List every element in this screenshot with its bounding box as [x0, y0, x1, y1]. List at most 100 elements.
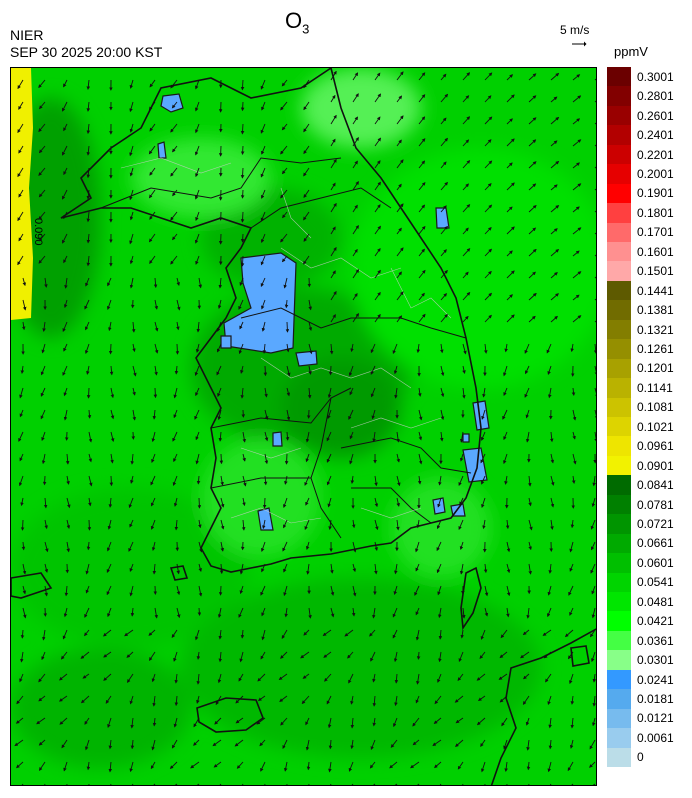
wind-arrow-icon — [283, 277, 288, 289]
wind-arrow-icon — [260, 255, 266, 266]
wind-arrow-icon — [308, 321, 313, 331]
legend-labels: 0.3001 0.2801 0.2601 0.2401 0.2201 0.2001 0.19… — [637, 67, 692, 779]
wind-arrow-icon — [154, 607, 159, 619]
wind-arrow-icon — [418, 313, 426, 323]
wind-arrow-icon — [506, 138, 515, 147]
wind-arrow-icon — [484, 160, 493, 169]
wind-arrow-icon — [240, 365, 244, 374]
legend-swatch — [607, 67, 631, 87]
wind-arrow-icon — [434, 761, 442, 769]
wind-arrow-icon — [396, 291, 404, 301]
wind-arrow-icon — [348, 365, 354, 377]
wind-arrow-icon — [330, 563, 334, 574]
wind-arrow-icon — [352, 541, 357, 553]
wind-arrow-icon — [171, 629, 178, 638]
wind-arrow-icon — [85, 563, 90, 575]
wind-arrow-icon — [41, 343, 46, 354]
wind-arrow-icon — [84, 717, 90, 725]
wind-arrow-icon — [19, 453, 24, 462]
wind-arrow-icon — [374, 93, 382, 103]
wind-arrow-icon — [218, 277, 223, 289]
wind-arrow-icon — [416, 343, 421, 354]
wind-vectors — [14, 70, 596, 785]
wind-arrow-icon — [484, 116, 493, 125]
wind-arrow-icon — [195, 629, 200, 641]
wind-arrow-icon — [328, 739, 333, 750]
wind-arrow-icon — [418, 116, 426, 125]
wind-arrow-icon — [154, 299, 159, 310]
wind-arrow-icon — [85, 585, 90, 594]
wind-arrow-icon — [528, 183, 537, 191]
wind-arrow-icon — [352, 563, 357, 573]
wind-arrow-icon — [215, 695, 222, 706]
wind-arrow-icon — [240, 629, 245, 639]
legend-swatch — [607, 183, 631, 204]
wind-arrow-icon — [198, 541, 203, 553]
wind-arrow-icon — [280, 189, 288, 199]
wind-arrow-icon — [220, 475, 224, 486]
legend-label: 0.0361 — [637, 633, 674, 648]
wind-arrow-icon — [528, 519, 533, 531]
legend-label: 0.0841 — [637, 478, 674, 493]
wind-arrow-icon — [481, 761, 486, 773]
wind-arrow-icon — [283, 563, 288, 573]
wind-arrow-icon — [194, 365, 200, 376]
wind-arrow-icon — [550, 249, 560, 257]
wind-arrow-icon — [129, 761, 134, 773]
wind-arrow-icon — [396, 431, 400, 443]
wind-arrow-icon — [396, 453, 401, 463]
wind-arrow-icon — [460, 629, 464, 639]
wind-arrow-icon — [524, 387, 530, 398]
wind-arrow-icon — [305, 541, 310, 550]
wind-arrow-icon — [38, 211, 46, 220]
wind-arrow-icon — [282, 497, 288, 509]
legend-swatch — [607, 553, 631, 574]
wind-arrow-icon — [38, 167, 46, 176]
wind-arrow-icon — [261, 629, 266, 641]
wind-arrow-icon — [264, 409, 269, 420]
wind-arrow-icon — [239, 585, 244, 595]
wind-arrow-icon — [393, 651, 398, 663]
wind-arrow-icon — [62, 233, 68, 244]
wind-arrow-icon — [195, 167, 200, 178]
legend-label: 0.0721 — [637, 516, 674, 531]
wind-arrow-icon — [433, 717, 442, 724]
wind-arrow-icon — [303, 145, 310, 155]
wind-arrow-icon — [499, 651, 508, 659]
legend-swatch — [607, 105, 631, 126]
wind-arrow-icon — [484, 292, 493, 301]
wind-arrow-icon — [174, 783, 178, 785]
wind-arrow-icon — [396, 159, 404, 169]
wind-arrow-icon — [171, 101, 178, 109]
wind-arrow-icon — [239, 321, 244, 330]
wind-arrow-icon — [589, 761, 596, 768]
wind-arrow-icon — [18, 189, 24, 198]
wind-arrow-icon — [506, 314, 515, 323]
legend-label: 0.0421 — [637, 614, 674, 629]
wind-arrow-icon — [194, 409, 200, 420]
wind-arrow-icon — [110, 431, 115, 442]
legend-label: 0.2401 — [637, 128, 674, 143]
wind-arrow-icon — [280, 651, 288, 659]
wind-arrow-icon — [393, 717, 398, 728]
wind-arrow-icon — [240, 167, 245, 179]
wind-arrow-icon — [482, 519, 486, 530]
wind-arrow-icon — [594, 387, 596, 398]
wind-arrow-icon — [303, 101, 310, 111]
wind-arrow-icon — [372, 431, 376, 443]
wind-arrow-icon — [193, 739, 200, 746]
wind-arrow-icon — [62, 365, 68, 376]
wind-arrow-icon — [234, 739, 244, 747]
wind-arrow-icon — [176, 299, 181, 311]
wind-arrow-icon — [564, 629, 574, 638]
wind-arrow-icon — [110, 387, 115, 399]
wind-arrow-icon — [40, 409, 46, 420]
wind-arrow-icon — [305, 497, 310, 506]
wind-arrow-icon — [195, 387, 200, 397]
wind-arrow-icon — [238, 607, 244, 618]
wind-arrow-icon — [281, 255, 288, 263]
wind-arrow-icon — [528, 475, 532, 487]
wind-arrow-icon — [238, 299, 244, 310]
wind-arrow-icon — [15, 717, 24, 724]
wind-arrow-icon — [591, 651, 596, 663]
